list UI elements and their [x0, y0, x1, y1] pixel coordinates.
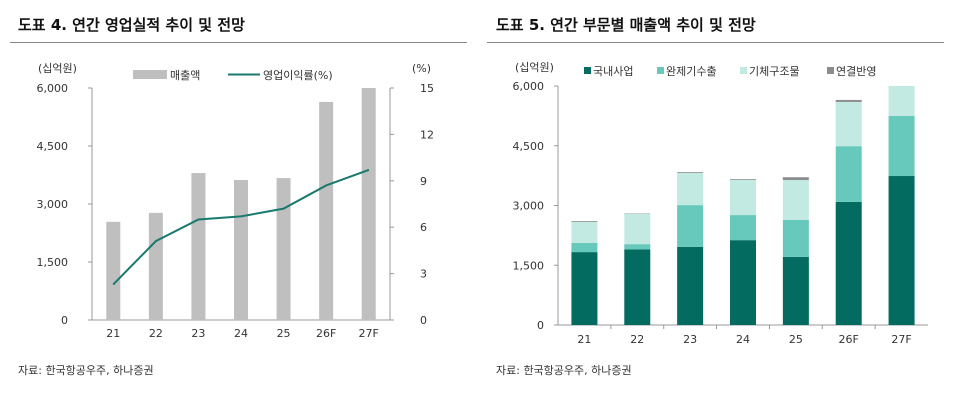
x-tick-label: 23 [683, 333, 697, 346]
bar-21-series-1 [571, 242, 598, 253]
x-tick-label: 26F [316, 327, 336, 340]
source-left: 자료: 한국항공우주, 하나증권 [18, 364, 154, 377]
bar-26F [319, 101, 334, 320]
line-point-26F [325, 184, 327, 186]
bar-27F-series-0 [888, 176, 915, 325]
legend-label-sales: 매출액 [170, 69, 200, 82]
y-tick-label: 4,500 [37, 140, 69, 153]
chart-title-left: 도표 4. 연간 영업실적 추이 및 전망 [18, 16, 245, 34]
y-tick-label: 3,000 [513, 200, 545, 213]
legend-label-0: 국내사업 [593, 65, 633, 78]
line-point-23 [197, 218, 199, 220]
bar-26F-series-0 [835, 201, 862, 325]
bar-24-series-1 [730, 215, 756, 241]
x-tick-label: 24 [736, 333, 750, 346]
bar-25-series-1 [782, 219, 809, 257]
bar-21-series-0 [571, 252, 598, 325]
bar-26F-series-2 [835, 101, 862, 147]
bar-24-series-2 [730, 180, 756, 216]
x-tick-label: 22 [630, 333, 644, 346]
legend-label-margin: 영업이익률(%) [263, 69, 333, 82]
bar-23-series-1 [677, 205, 704, 247]
legend-swatch-0 [584, 67, 591, 74]
x-tick-label: 24 [234, 327, 248, 340]
bar-21 [106, 221, 121, 320]
bar-25-series-3 [782, 177, 809, 181]
legend-label-1: 완제기수출 [666, 65, 717, 78]
bar-22-series-1 [624, 244, 651, 250]
y-axis-label: (십억원) [38, 62, 77, 75]
x-tick-label: 25 [789, 333, 803, 346]
y2-tick-label: 15 [420, 82, 434, 95]
y-tick-label: 1,500 [37, 256, 69, 269]
line-point-27F [368, 169, 370, 171]
y-axis-label: (십억원) [515, 61, 554, 74]
line-point-22 [155, 240, 157, 242]
bar-27F-series-1 [888, 115, 915, 177]
bar-23-series-0 [677, 246, 704, 325]
bar-22-series-2 [624, 213, 651, 245]
bar-26F-series-3 [835, 99, 862, 102]
y-tick-label: 6,000 [37, 82, 69, 95]
y2-axis-label: (%) [412, 62, 431, 75]
y2-tick-label: 9 [420, 175, 427, 188]
bar-23-series-3 [677, 172, 704, 173]
divider [10, 42, 467, 43]
bar-25-series-0 [782, 256, 809, 325]
y-tick-label: 4,500 [513, 140, 545, 153]
legend-swatch-1 [657, 67, 664, 74]
divider [487, 42, 944, 43]
bar-27F-series-2 [888, 86, 915, 116]
bar-24-series-0 [730, 240, 756, 325]
legend-label-3: 연결반영 [836, 65, 876, 78]
chart-title-right: 도표 5. 연간 부문별 매출액 추이 및 전망 [496, 16, 756, 34]
x-tick-label: 27F [891, 333, 911, 346]
source-right: 자료: 한국항공우주, 하나증권 [496, 364, 632, 377]
bar-24-series-3 [730, 179, 756, 181]
bar-22 [148, 212, 163, 320]
y-tick-label: 0 [61, 314, 68, 327]
y2-tick-label: 12 [420, 128, 434, 141]
bar-22-series-0 [624, 249, 651, 325]
bar-25-series-2 [782, 180, 809, 220]
bar-24 [234, 180, 248, 320]
bar-27F [361, 88, 376, 320]
y2-tick-label: 6 [420, 221, 427, 234]
bar-21-series-3 [571, 221, 598, 222]
bar-25 [276, 178, 291, 320]
x-tick-label: 25 [277, 327, 291, 340]
y2-tick-label: 3 [420, 268, 427, 281]
y-tick-label: 0 [537, 319, 544, 332]
x-tick-label: 23 [191, 327, 205, 340]
bar-26F-series-1 [835, 146, 862, 202]
x-tick-label: 26F [839, 333, 859, 346]
x-tick-label: 21 [577, 333, 591, 346]
x-tick-label: 21 [106, 327, 120, 340]
y-tick-label: 1,500 [513, 259, 545, 272]
y2-tick-label: 0 [420, 314, 427, 327]
legend-swatch-sales [133, 70, 167, 79]
bar-23 [191, 173, 206, 320]
x-tick-label: 22 [149, 327, 163, 340]
y-tick-label: 6,000 [513, 80, 545, 93]
y-tick-label: 3,000 [37, 198, 69, 211]
legend-label-2: 기체구조물 [749, 65, 800, 78]
line-point-21 [112, 283, 114, 285]
line-point-25 [283, 208, 285, 210]
x-tick-label: 27F [359, 327, 379, 340]
legend-swatch-2 [740, 67, 747, 74]
line-point-24 [240, 215, 242, 217]
bar-23-series-2 [677, 172, 704, 206]
legend-swatch-3 [827, 67, 834, 74]
bar-21-series-2 [571, 221, 598, 243]
